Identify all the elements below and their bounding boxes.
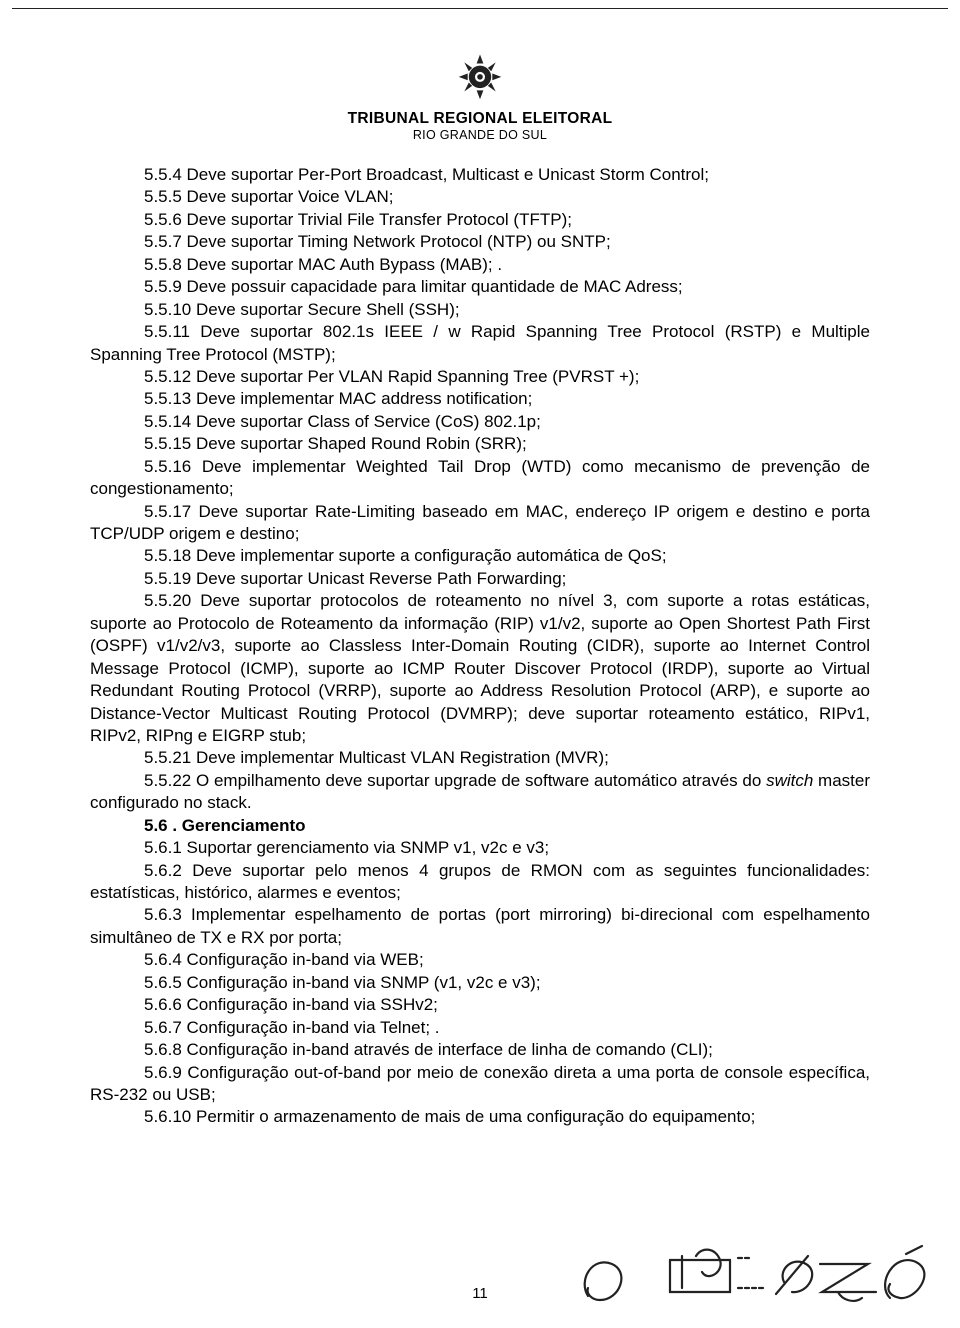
para-5522: 5.5.22 O empilhamento deve suportar upgr… [90,770,870,815]
para-5514: 5.5.14 Deve suportar Class of Service (C… [90,411,870,433]
para-555: 5.5.5 Deve suportar Voice VLAN; [90,186,870,208]
para-5510: 5.5.10 Deve suportar Secure Shell (SSH); [90,299,870,321]
para-567: 5.6.7 Configuração in-band via Telnet; . [90,1017,870,1039]
para-5521: 5.5.21 Deve implementar Multicast VLAN R… [90,747,870,769]
para-561: 5.6.1 Suportar gerenciamento via SNMP v1… [90,837,870,859]
top-rule [12,8,948,9]
para-556: 5.5.6 Deve suportar Trivial File Transfe… [90,209,870,231]
para-5515: 5.5.15 Deve suportar Shaped Round Robin … [90,433,870,455]
para-558: 5.5.8 Deve suportar MAC Auth Bypass (MAB… [90,254,870,276]
para-5511: 5.5.11 Deve suportar 802.1s IEEE / w Rap… [90,321,870,366]
document-header: TRIBUNAL REGIONAL ELEITORAL RIO GRANDE D… [90,50,870,142]
para-5522-italic: switch [766,771,813,790]
coat-of-arms-icon [452,50,508,106]
para-557: 5.5.7 Deve suportar Timing Network Proto… [90,231,870,253]
para-5519: 5.5.19 Deve suportar Unicast Reverse Pat… [90,568,870,590]
para-5517: 5.5.17 Deve suportar Rate-Limiting basea… [90,501,870,546]
para-565: 5.6.5 Configuração in-band via SNMP (v1,… [90,972,870,994]
para-569: 5.6.9 Configuração out-of-band por meio … [90,1062,870,1107]
para-5516: 5.5.16 Deve implementar Weighted Tail Dr… [90,456,870,501]
para-568: 5.6.8 Configuração in-band através de in… [90,1039,870,1061]
document-body: 5.5.4 Deve suportar Per-Port Broadcast, … [90,164,870,1129]
page-content: TRIBUNAL REGIONAL ELEITORAL RIO GRANDE D… [90,50,870,1129]
para-5520: 5.5.20 Deve suportar protocolos de rotea… [90,590,870,747]
header-title: TRIBUNAL REGIONAL ELEITORAL [90,110,870,128]
para-559: 5.5.9 Deve possuir capacidade para limit… [90,276,870,298]
para-562: 5.6.2 Deve suportar pelo menos 4 grupos … [90,860,870,905]
header-subtitle: RIO GRANDE DO SUL [90,128,870,142]
para-5518: 5.5.18 Deve implementar suporte a config… [90,545,870,567]
para-5512: 5.5.12 Deve suportar Per VLAN Rapid Span… [90,366,870,388]
para-566: 5.6.6 Configuração in-band via SSHv2; [90,994,870,1016]
para-564: 5.6.4 Configuração in-band via WEB; [90,949,870,971]
para-5610: 5.6.10 Permitir o armazenamento de mais … [90,1106,870,1128]
para-5522-a: 5.5.22 O empilhamento deve suportar upgr… [144,771,766,790]
para-5513: 5.5.13 Deve implementar MAC address noti… [90,388,870,410]
signatures-icon [570,1242,930,1314]
para-554: 5.5.4 Deve suportar Per-Port Broadcast, … [90,164,870,186]
para-563: 5.6.3 Implementar espelhamento de portas… [90,904,870,949]
heading-56: 5.6 . Gerenciamento [90,815,870,837]
